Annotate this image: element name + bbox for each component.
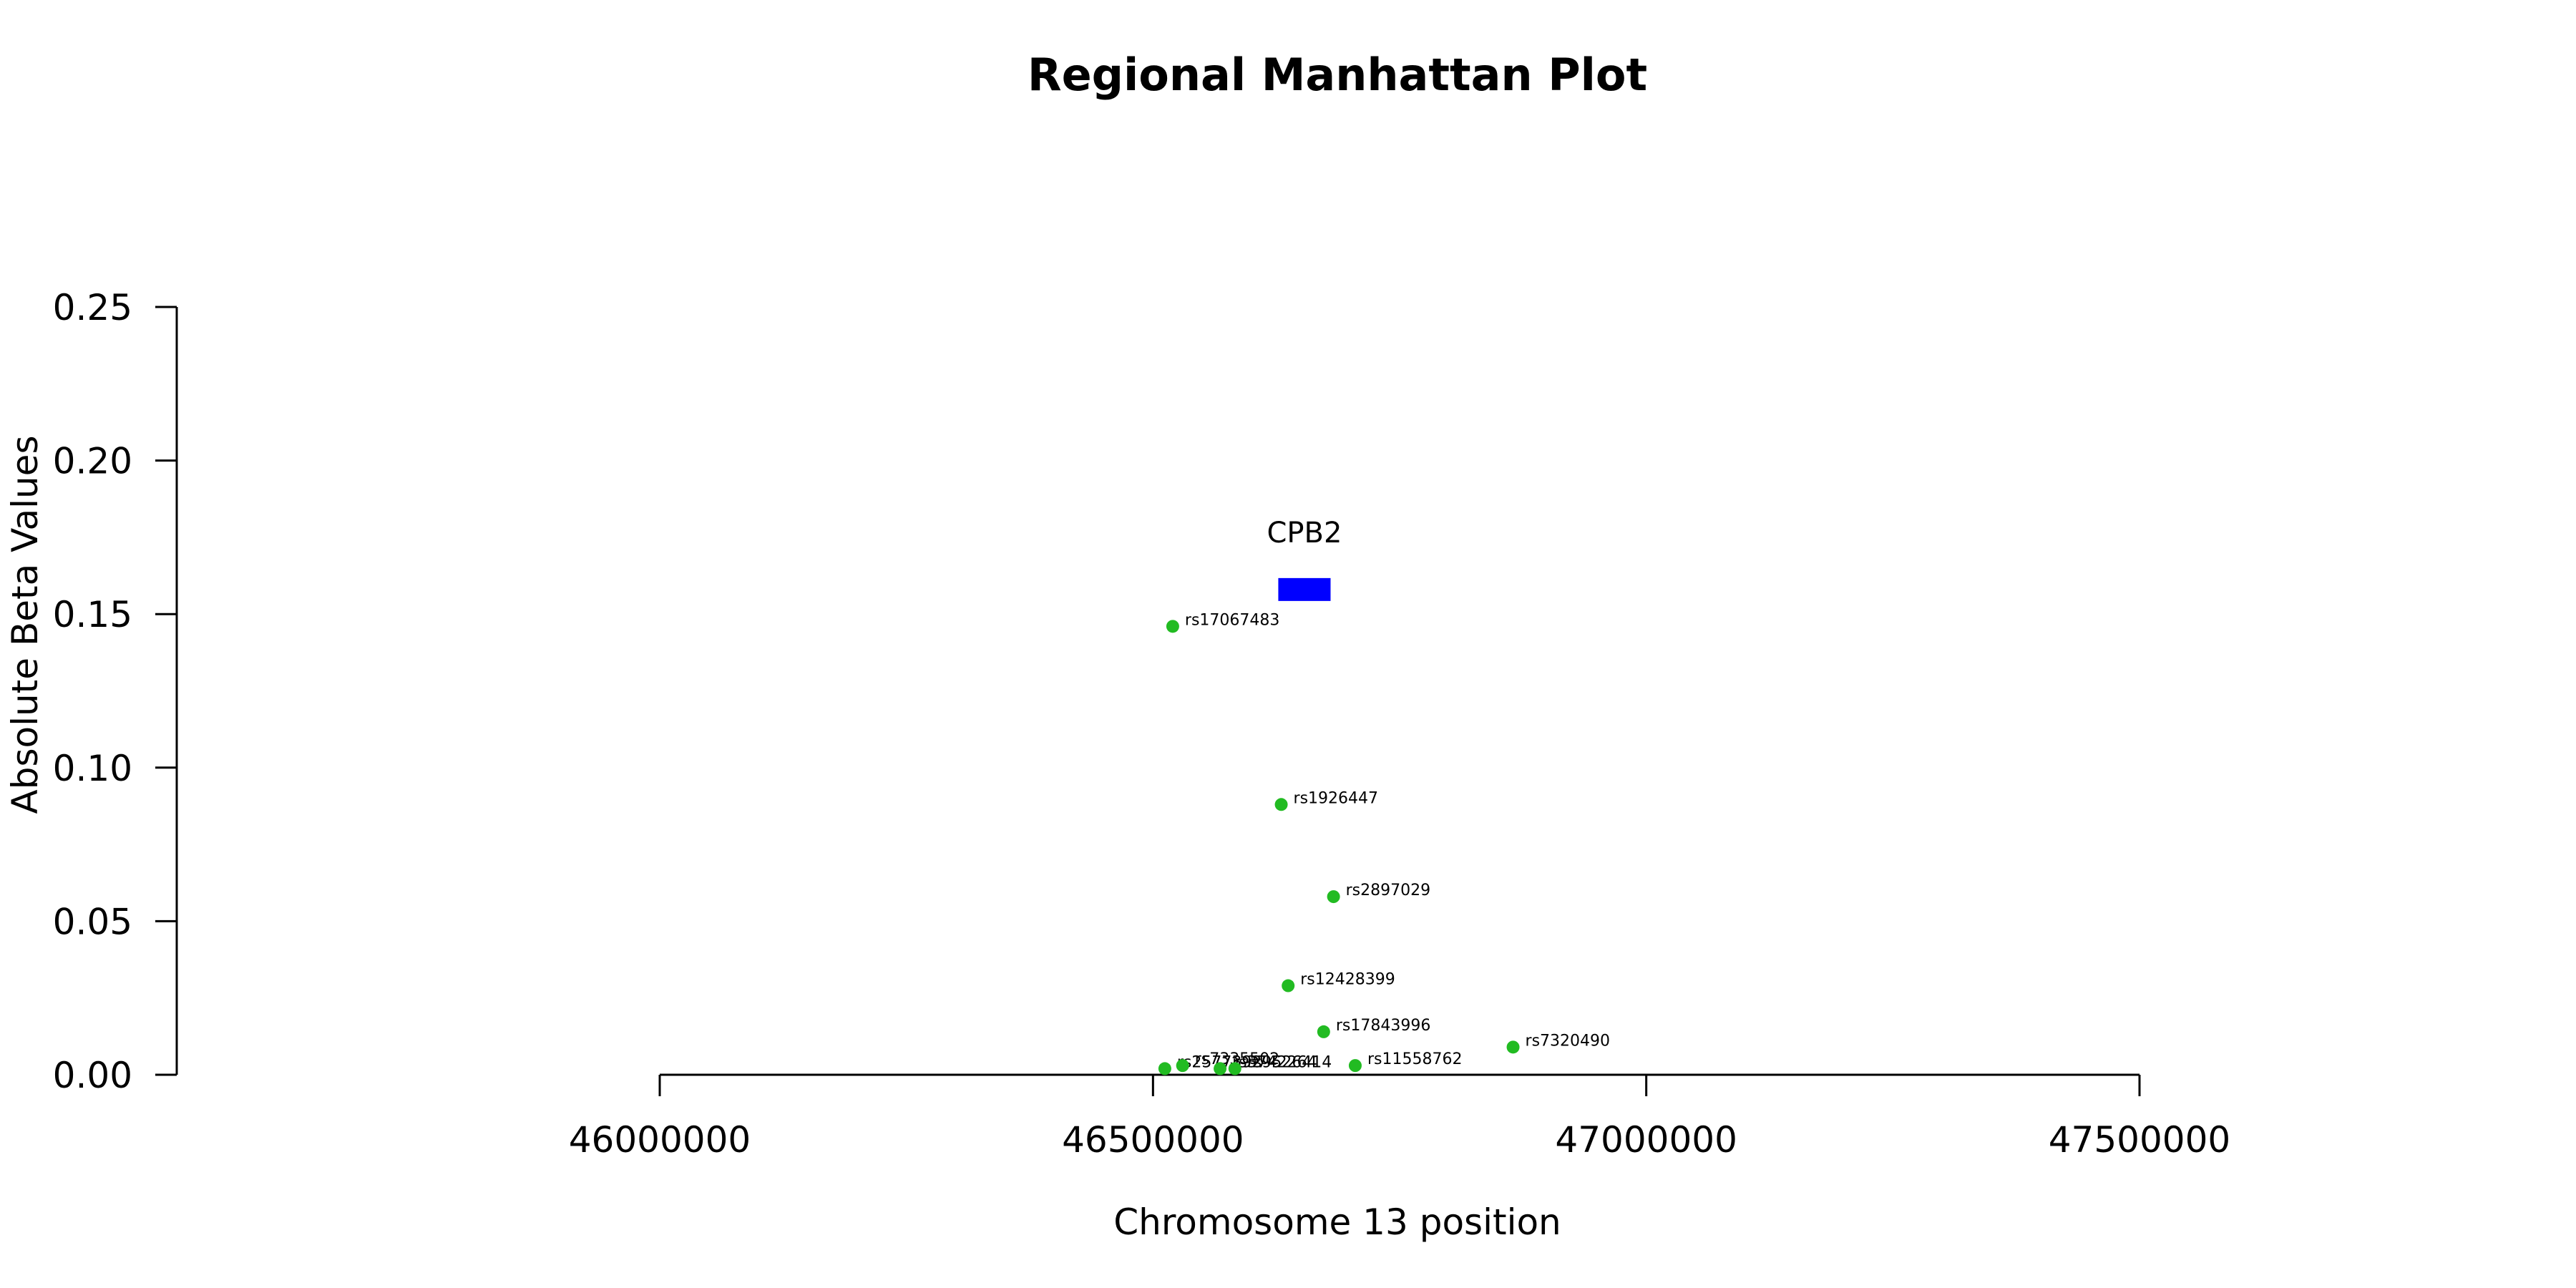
snp-label: rs17067483 — [1185, 611, 1279, 629]
snp-point — [1274, 798, 1288, 811]
gene-track: CPB2 — [1267, 517, 1342, 601]
snp-label: rs7320490 — [1526, 1032, 1611, 1050]
y-axis-label: Absolute Beta Values — [4, 436, 46, 814]
x-tick-label: 47500000 — [2049, 1119, 2231, 1161]
snp-label: rs9526414 — [1247, 1053, 1332, 1071]
snp-label: rs11558762 — [1367, 1050, 1462, 1068]
snp-point — [1158, 1062, 1171, 1075]
snp-point — [1282, 979, 1295, 992]
y-tick-label: 0.05 — [53, 901, 132, 942]
x-axis-ticks: 46000000 46500000 47000000 47500000 — [569, 1075, 2231, 1161]
y-tick-label: 0.25 — [53, 287, 132, 328]
snp-label: rs1926447 — [1294, 789, 1379, 807]
y-tick-label: 0.10 — [53, 748, 132, 789]
snp-point — [1166, 620, 1179, 633]
x-tick-label: 46500000 — [1062, 1119, 1244, 1161]
snp-points: rs17067483 rs1926447 rs2897029 rs12428399 rs… — [1158, 611, 1610, 1075]
snp-point — [1506, 1040, 1520, 1054]
snp-point — [1348, 1059, 1362, 1073]
snp-point — [1176, 1059, 1189, 1073]
gene-label: CPB2 — [1267, 517, 1342, 550]
snp-point — [1228, 1062, 1241, 1075]
snp-label: rs2897029 — [1346, 882, 1431, 899]
y-tick-label: 0.15 — [53, 594, 132, 635]
snp-point — [1327, 890, 1340, 904]
chart-title: Regional Manhattan Plot — [1028, 49, 1647, 101]
snp-point — [1317, 1025, 1330, 1038]
snp-point — [1214, 1062, 1227, 1075]
x-tick-label: 46000000 — [569, 1119, 751, 1161]
y-tick-label: 0.00 — [53, 1055, 132, 1096]
y-axis-ticks: 0.00 0.05 0.10 0.15 0.20 0.25 — [53, 287, 177, 1096]
y-tick-label: 0.20 — [53, 441, 132, 482]
x-tick-label: 47000000 — [1555, 1119, 1737, 1161]
x-axis-label: Chromosome 13 position — [1113, 1201, 1561, 1243]
snp-label: rs12428399 — [1300, 971, 1395, 989]
snp-label: rs17843996 — [1336, 1017, 1430, 1035]
snp-label: rs3742264 — [1232, 1053, 1317, 1071]
gene-bar — [1278, 577, 1331, 601]
